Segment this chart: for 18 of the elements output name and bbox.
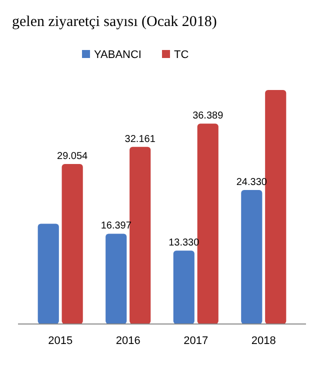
x-tick-label: 2016 — [116, 335, 140, 347]
data-label: 29.054 — [57, 151, 88, 162]
bar — [38, 224, 59, 324]
data-label: 36.389 — [192, 110, 224, 122]
legend-label: YABANCI — [94, 49, 142, 61]
bar — [106, 234, 127, 324]
bar — [130, 146, 151, 324]
bar — [265, 90, 286, 324]
bar — [173, 250, 194, 324]
legend-label: TC — [174, 49, 189, 61]
bar — [197, 124, 218, 324]
chart-title: gelen ziyaretçi sayısı (Ocak 2018) — [12, 14, 217, 30]
data-label: 32.161 — [124, 134, 156, 145]
bar — [62, 164, 83, 324]
x-tick-label: 2017 — [184, 335, 208, 347]
bar — [241, 190, 262, 324]
x-tick-label: 2015 — [48, 335, 73, 347]
x-tick-label: 2018 — [251, 335, 276, 347]
